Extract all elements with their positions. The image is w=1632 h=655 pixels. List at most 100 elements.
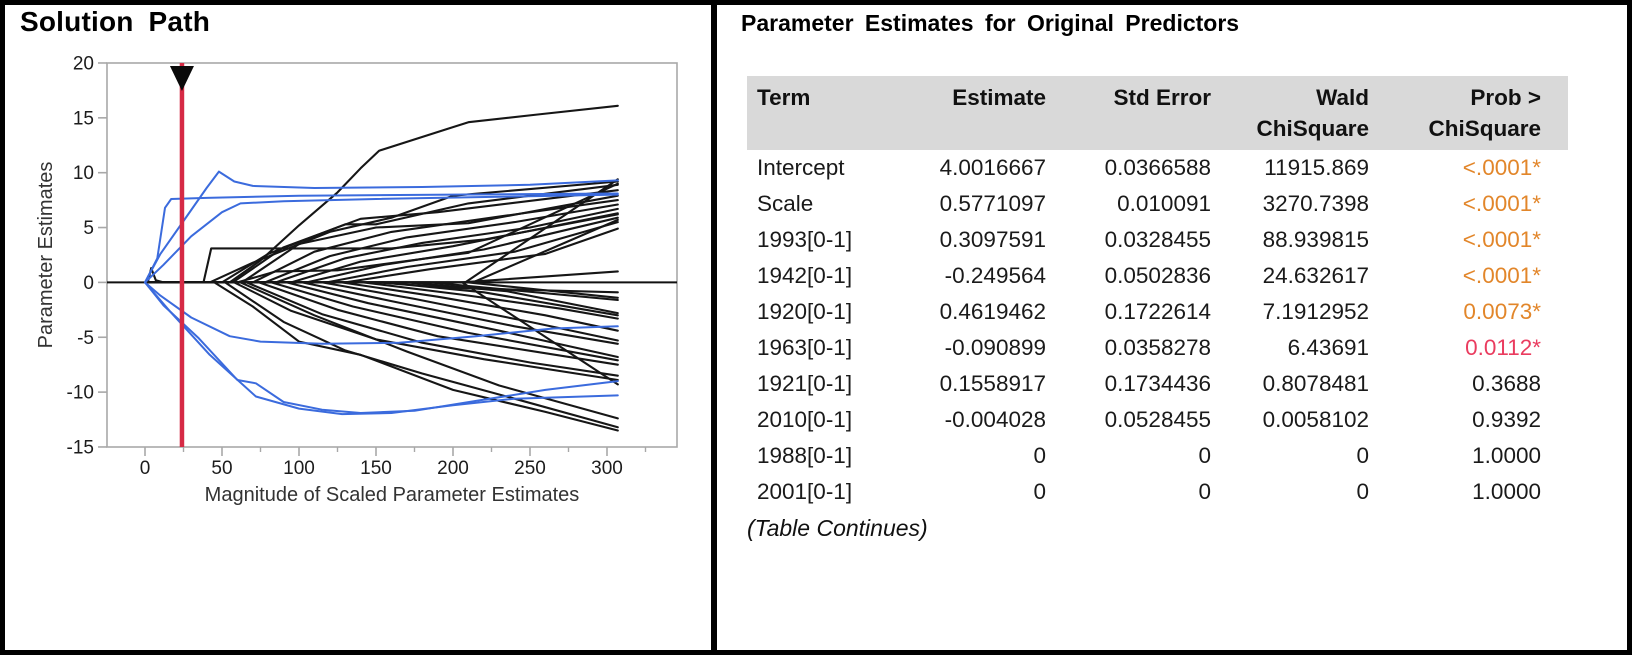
cell-std-error: 0.0528455 (1104, 407, 1211, 432)
cell-prob-chisquare: <.0001* (1462, 263, 1541, 288)
cell-estimate: 4.0016667 (939, 155, 1046, 180)
solution-path-black (143, 189, 619, 284)
cell-estimate: 0 (1033, 443, 1046, 468)
cell-prob-chisquare: <.0001* (1462, 155, 1541, 180)
solution-path-black (143, 281, 619, 294)
cell-term: 1963[0-1] (757, 335, 853, 360)
axis-ticks (98, 62, 647, 456)
solution-path-black (143, 199, 619, 284)
cell-wald-chisquare: 0.8078481 (1262, 371, 1369, 396)
svg-text:0: 0 (140, 458, 151, 479)
cell-estimate: 0.1558917 (939, 371, 1046, 396)
cell-wald-chisquare: 88.939815 (1262, 227, 1369, 252)
cell-wald-chisquare: 0 (1356, 479, 1369, 504)
cell-prob-chisquare: <.0001* (1462, 191, 1541, 216)
svg-text:5: 5 (83, 218, 94, 239)
column-header-prob-: Prob > ChiSquare (1428, 85, 1541, 141)
table-row: 2010[0-1] -0.004028 0.0528455 0.0058102 0.93… (747, 402, 1568, 438)
solution-path-black (143, 281, 619, 315)
table-row: Intercept 4.0016667 0.0366588 11915.869 <.00… (747, 150, 1568, 186)
solution-path-blue (144, 193, 619, 284)
solution-path-blue (144, 192, 619, 284)
cell-prob-chisquare: <.0001* (1462, 227, 1541, 252)
solution-path-blue (144, 281, 619, 416)
cell-std-error: 0.1734436 (1104, 371, 1211, 396)
panel-divider (711, 0, 717, 655)
svg-text:0: 0 (83, 273, 94, 294)
cell-std-error: 0.0366588 (1104, 155, 1211, 180)
svg-text:250: 250 (514, 458, 546, 479)
cell-prob-chisquare: 0.3688 (1472, 371, 1541, 396)
svg-text:50: 50 (211, 458, 232, 479)
solution-path-black (143, 104, 619, 284)
outer-border-right (1627, 0, 1632, 655)
y-axis-tick-labels: 20 15 10 5 0 -5 -10 -15 (67, 53, 94, 458)
cell-estimate: 0.4619462 (939, 299, 1046, 324)
svg-text:-15: -15 (67, 437, 94, 458)
parameter-estimates-panel: Parameter Estimates for Original Predict… (717, 0, 1627, 655)
solution-path-blue (144, 170, 619, 284)
column-header-wald: Wald ChiSquare (1256, 85, 1369, 141)
svg-text:10: 10 (73, 163, 94, 184)
table-row: 1942[0-1] -0.249564 0.0502836 24.632617 <.00… (747, 258, 1568, 294)
svg-text:-5: -5 (77, 328, 94, 349)
table-row: Scale 0.5771097 0.010091 3270.7398 <.0001* (747, 186, 1568, 222)
cell-prob-chisquare: 0.0073* (1463, 299, 1541, 324)
cell-wald-chisquare: 0 (1356, 443, 1369, 468)
cell-estimate: -0.249564 (944, 263, 1046, 288)
cell-estimate: 0.3097591 (939, 227, 1046, 252)
table-row: 1963[0-1] -0.090899 0.0358278 6.43691 0.0112… (747, 330, 1568, 366)
cell-wald-chisquare: 7.1912952 (1262, 299, 1369, 324)
table-continues-note: (Table Continues) (747, 515, 928, 541)
svg-text:20: 20 (73, 53, 94, 74)
svg-text:-10: -10 (67, 383, 94, 404)
table-row: 1921[0-1] 0.1558917 0.1734436 0.8078481 0.36… (747, 366, 1568, 402)
cell-wald-chisquare: 0.0058102 (1262, 407, 1369, 432)
parameter-estimates-table: Term Estimate Std Error Wald ChiSquare Pro… (747, 76, 1568, 510)
cell-term: 1942[0-1] (757, 263, 853, 288)
outer-border-bottom (0, 650, 1632, 655)
solution-path-blue (144, 281, 619, 345)
cell-std-error: 0.1722614 (1104, 299, 1211, 324)
solution-path-black (143, 227, 619, 284)
cell-term: 2001[0-1] (757, 479, 853, 504)
solution-path-title: Solution Path (20, 6, 211, 37)
column-header-term: Term (757, 85, 811, 110)
table-row: 1988[0-1] 0 0 0 1.0000 (747, 438, 1568, 474)
table-row: 1993[0-1] 0.3097591 0.0328455 88.939815 <.00… (747, 222, 1568, 258)
cell-estimate: -0.090899 (944, 335, 1046, 360)
cell-term: 1921[0-1] (757, 371, 853, 396)
marker-arrow-icon[interactable] (169, 66, 194, 91)
table-row: 1920[0-1] 0.4619462 0.1722614 7.1912952 0.00… (747, 294, 1568, 330)
parameter-estimates-title: Parameter Estimates for Original Predict… (741, 10, 1240, 36)
column-header-std-error: Std Error (1113, 85, 1211, 110)
cell-term: 1993[0-1] (757, 227, 853, 252)
cell-wald-chisquare: 11915.869 (1264, 155, 1369, 180)
cell-term: Intercept (757, 155, 845, 180)
solution-path-lines (143, 104, 619, 432)
cell-estimate: -0.004028 (944, 407, 1046, 432)
cell-prob-chisquare: 0.0112* (1465, 335, 1541, 360)
column-header-estimate: Estimate (952, 85, 1046, 110)
svg-text:150: 150 (360, 458, 392, 479)
cell-term: 1920[0-1] (757, 299, 853, 324)
cell-std-error: 0.0358278 (1104, 335, 1211, 360)
cell-std-error: 0 (1198, 443, 1211, 468)
cell-term: 1988[0-1] (757, 443, 853, 468)
cell-prob-chisquare: 0.9392 (1472, 407, 1541, 432)
cell-wald-chisquare: 24.632617 (1262, 263, 1369, 288)
x-axis-tick-labels: 0 50 100 150 200 250 300 (140, 458, 623, 479)
cell-term: 2010[0-1] (757, 407, 853, 432)
outer-border-left (0, 0, 5, 655)
solution-path-black (143, 221, 619, 284)
cell-estimate: 0 (1033, 479, 1046, 504)
cell-wald-chisquare: 6.43691 (1287, 335, 1369, 360)
table-header-row: Term Estimate Std Error Wald ChiSquare Pro… (747, 76, 1568, 150)
cell-prob-chisquare: 1.0000 (1472, 443, 1541, 468)
solution-path-blue (144, 281, 619, 414)
solution-path-black (143, 194, 619, 284)
svg-text:15: 15 (73, 108, 94, 129)
plot-frame (106, 62, 678, 448)
cell-std-error: 0 (1198, 479, 1211, 504)
